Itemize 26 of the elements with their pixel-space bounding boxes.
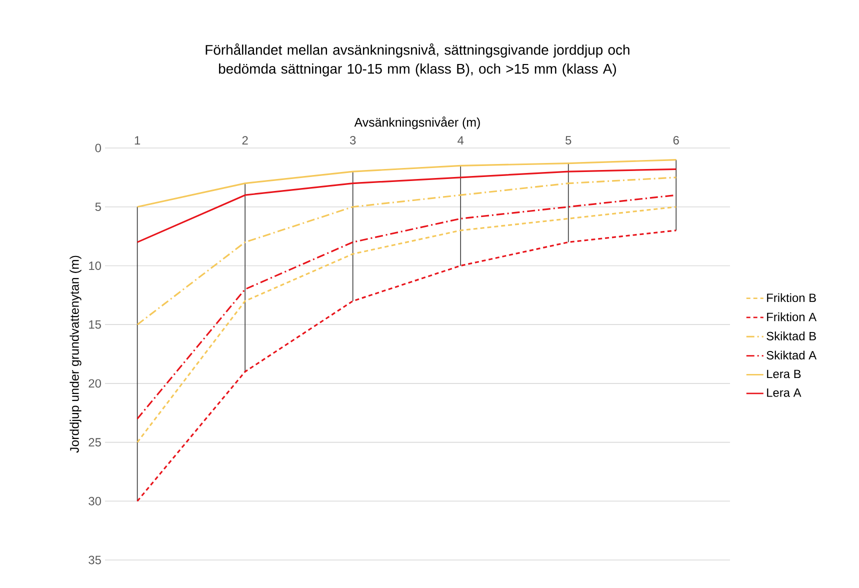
y-tick-label: 35 xyxy=(88,556,101,564)
x-tick-label: 6 xyxy=(673,136,679,144)
line-series xyxy=(136,176,677,326)
legend-label: Friktion A xyxy=(767,312,817,322)
x-tick-label: 4 xyxy=(458,136,464,144)
y-tick-label: 10 xyxy=(89,261,102,270)
legend-label: Friktion B xyxy=(767,293,816,302)
x-tick-label: 1 xyxy=(134,136,140,144)
legend-label: Skiktad B xyxy=(766,332,816,340)
line-series xyxy=(136,158,677,208)
y-tick-label: 30 xyxy=(88,496,102,506)
y-tick-label: 20 xyxy=(88,379,102,388)
y-tick-label: 5 xyxy=(95,202,101,212)
x-tick-label: 5 xyxy=(566,136,572,144)
y-tick-label: 25 xyxy=(88,438,101,447)
x-axis-title: Avsänkningsnivåer (m) xyxy=(354,116,480,130)
y-tick-label: 0 xyxy=(95,144,102,152)
y-tick-label: 15 xyxy=(89,320,101,329)
x-tick-label: 3 xyxy=(350,136,356,144)
x-tick-label: 2 xyxy=(242,136,248,144)
y-axis-title: Jorddjup under grundvattenytan (m) xyxy=(70,256,82,453)
legend-label: Lera B xyxy=(767,370,801,378)
legend-label: Skiktad A xyxy=(766,350,817,360)
line-series xyxy=(136,230,677,502)
legend-label: Lera A xyxy=(767,388,802,397)
chart-title: Förhållandet mellan avsänkningsnivå, sättningsgivande jorddjup och bedömda sättningar 10-15 mm (klass B), och >15 mm (klass A) xyxy=(206,43,630,76)
